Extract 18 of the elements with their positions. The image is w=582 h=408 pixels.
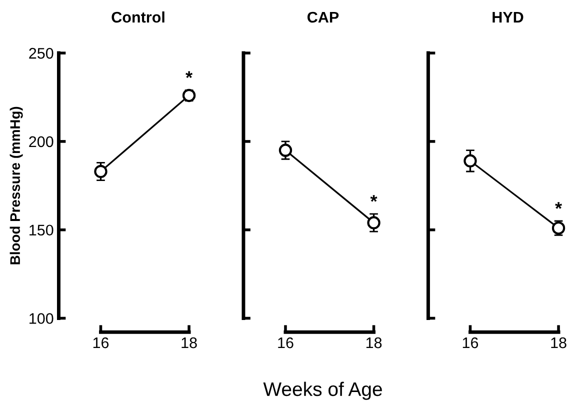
- annotation: *: [555, 202, 562, 209]
- chart-title: Control: [112, 11, 164, 23]
- x-tick-label: 18: [551, 337, 566, 348]
- y-tick-label: 100: [30, 313, 54, 324]
- x-axis-title: Weeks of Age: [263, 382, 382, 400]
- y-tick-label: 200: [29, 136, 54, 148]
- annotation: *: [186, 71, 193, 78]
- chart-title: HYD: [492, 12, 524, 22]
- chart-title: CAP: [308, 12, 339, 23]
- y-tick-label: 150: [30, 224, 54, 236]
- x-tick-label: 18: [182, 337, 197, 348]
- x-tick-label: 16: [462, 337, 478, 348]
- y-tick-label: 250: [29, 48, 54, 59]
- x-tick-label: 18: [366, 337, 382, 348]
- annotation: *: [370, 195, 378, 202]
- x-tick-label: 16: [93, 337, 109, 348]
- y-axis-title: Blood Pressure (mmHg): [10, 106, 23, 264]
- x-tick-label: 16: [278, 337, 294, 348]
